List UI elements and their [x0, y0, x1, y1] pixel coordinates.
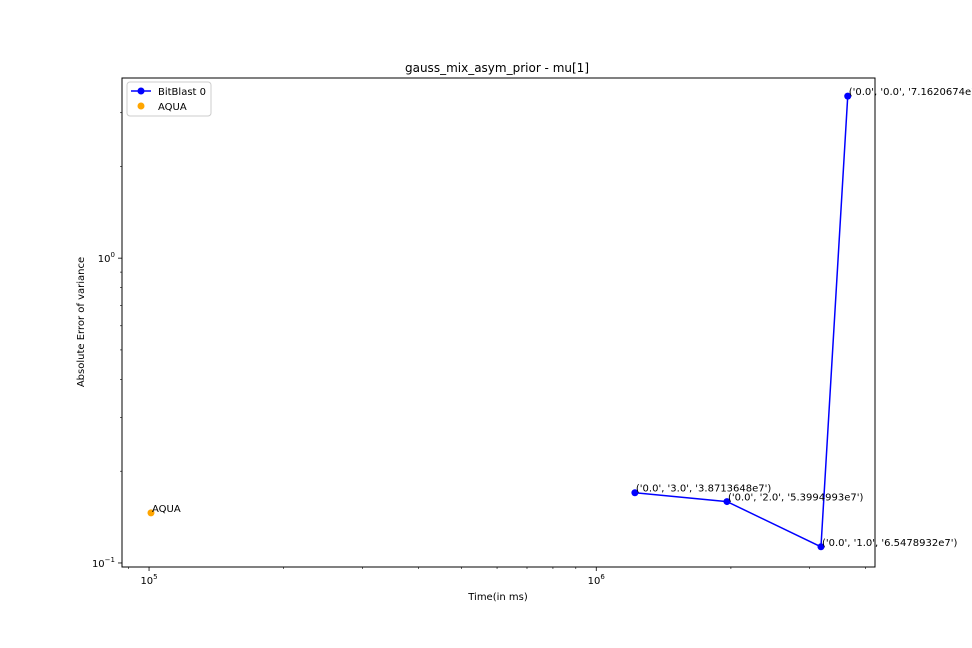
- data-point: [147, 509, 155, 517]
- data-label: ('0.0', '2.0', '5.3994993e7'): [728, 493, 864, 504]
- data-label: ('0.0', '0.0', '7.1620674e7'): [849, 87, 972, 98]
- series-layer: ('0.0', '3.0', '3.8713648e7')('0.0', '2.…: [147, 87, 972, 551]
- legend-marker: [137, 102, 145, 110]
- data-label: ('0.0', '3.0', '3.8713648e7'): [636, 484, 772, 495]
- x-tick-label: 105: [140, 573, 157, 587]
- legend-label: BitBlast 0: [158, 87, 206, 98]
- y-axis-label: Absolute Error of variance: [76, 257, 87, 387]
- series-line: [634, 96, 849, 548]
- data-point: [631, 489, 639, 497]
- legend-label: AQUA: [158, 102, 187, 113]
- data-point: [723, 498, 731, 506]
- plot-area: [121, 77, 876, 568]
- y-tick-label: 100: [98, 251, 115, 265]
- data-label: AQUA: [152, 504, 181, 515]
- axis-ticks: 105 106 10−1 100: [92, 112, 866, 587]
- legend: BitBlast 0 AQUA: [126, 81, 212, 117]
- data-point: [817, 543, 825, 551]
- data-point: [844, 92, 852, 100]
- legend-marker: [137, 87, 145, 95]
- x-axis-label: Time(in ms): [467, 592, 528, 603]
- y-tick-label: 10−1: [92, 556, 115, 570]
- x-tick-label: 106: [588, 573, 606, 587]
- chart-title: gauss_mix_asym_prior - mu[1]: [405, 61, 589, 75]
- data-label: ('0.0', '1.0', '6.5478932e7'): [822, 538, 958, 549]
